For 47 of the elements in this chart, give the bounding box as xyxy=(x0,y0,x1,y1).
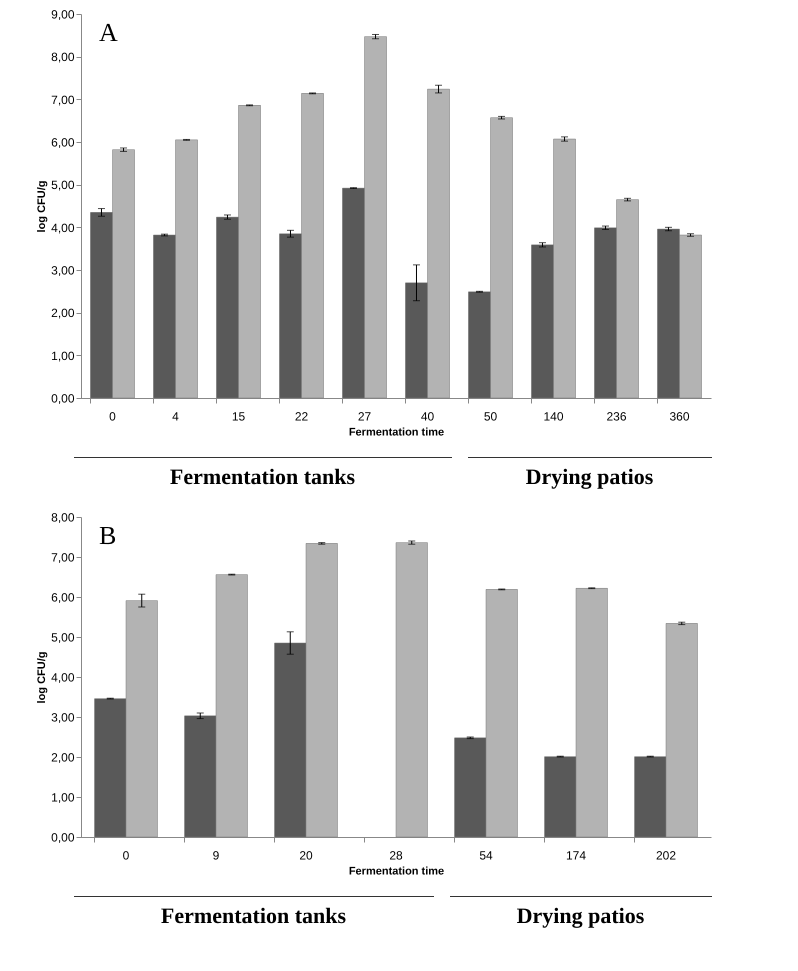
x-tick-label: 54 xyxy=(479,848,493,862)
x-tick-label: 9 xyxy=(212,848,220,862)
y-tick-label: 6,00 xyxy=(51,590,75,604)
y-axis-title: log CFU/g xyxy=(36,652,48,704)
y-tick-label: 2,00 xyxy=(51,306,75,320)
x-tick-label: 27 xyxy=(358,410,372,424)
y-tick-label: 6,00 xyxy=(51,136,75,150)
x-tick-label: 0 xyxy=(109,410,116,424)
x-tick-label: 40 xyxy=(420,410,434,424)
y-tick-label: 7,00 xyxy=(51,550,75,564)
x-tick-label: 236 xyxy=(606,410,627,424)
x-tick-label: 28 xyxy=(389,848,403,862)
y-tick-label: 8,00 xyxy=(51,510,75,524)
text: Fermentation tanks xyxy=(74,896,434,929)
x-axis-title: Fermentation time xyxy=(348,426,444,438)
y-tick-label: 4,00 xyxy=(51,220,75,235)
text: Fermentation tanks xyxy=(74,457,452,490)
x-tick-label: 22 xyxy=(294,410,308,424)
text: Drying patios xyxy=(468,457,712,490)
y-tick-label: 1,00 xyxy=(51,790,75,804)
x-axis-title: Fermentation time xyxy=(348,866,444,878)
x-tick-label: 20 xyxy=(299,848,313,862)
x-tick-label: 0 xyxy=(122,848,130,862)
y-tick-label: 3,00 xyxy=(51,710,75,724)
y-tick-label: 9,00 xyxy=(51,8,75,22)
x-tick-label: 202 xyxy=(656,848,676,862)
bar xyxy=(396,542,428,838)
y-tick-label: 4,00 xyxy=(51,670,75,684)
x-tick-label: 50 xyxy=(484,410,498,424)
annotation: B xyxy=(99,521,116,550)
y-tick-label: 1,00 xyxy=(51,348,75,363)
y-tick-label: 0,00 xyxy=(51,830,75,844)
text: Drying patios xyxy=(450,896,712,929)
y-tick-label: 5,00 xyxy=(51,630,75,644)
x-tick-label: 4 xyxy=(172,410,180,424)
annotation: A xyxy=(99,18,118,47)
y-axis-title: log CFU/g xyxy=(36,180,48,232)
y-tick-label: 0,00 xyxy=(51,392,75,406)
y-tick-label: 2,00 xyxy=(51,750,75,764)
x-tick-label: 360 xyxy=(669,410,690,424)
x-tick-label: 140 xyxy=(543,410,564,424)
y-tick-label: 5,00 xyxy=(51,178,75,192)
y-tick-label: 8,00 xyxy=(51,50,75,64)
y-tick-label: 7,00 xyxy=(51,92,75,107)
x-tick-label: 15 xyxy=(232,410,246,424)
x-tick-label: 174 xyxy=(566,848,586,862)
y-tick-label: 3,00 xyxy=(51,264,75,278)
